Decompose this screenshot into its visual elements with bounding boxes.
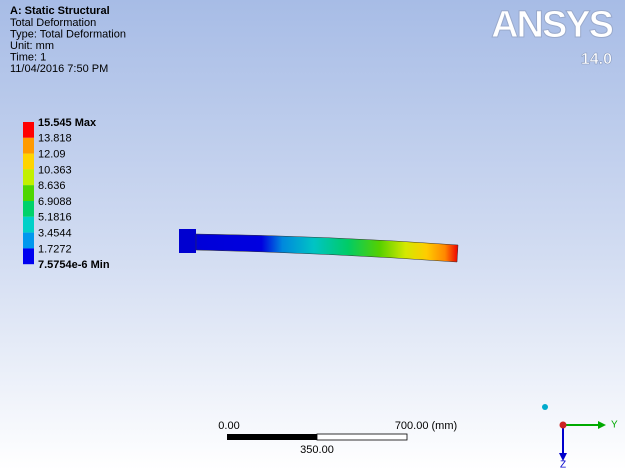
scale-left: 0.00	[218, 420, 239, 432]
legend-swatch	[23, 201, 34, 217]
scale-bar-black	[227, 434, 317, 440]
legend-swatch	[23, 217, 34, 233]
legend-swatch	[23, 154, 34, 170]
title: A: Static Structural	[10, 5, 110, 17]
legend-swatch	[23, 138, 34, 154]
legend-label: 3.4544	[38, 228, 72, 240]
legend-label: 6.9088	[38, 196, 72, 208]
legend-label: 12.09	[38, 149, 66, 161]
page: A: Static Structural Total DeformationTy…	[0, 0, 625, 475]
triad-y-label: Y	[611, 420, 618, 431]
header-line: Unit: mm	[10, 40, 54, 52]
header-line: Type: Total Deformation	[10, 28, 126, 40]
legend-label: 1.7272	[38, 243, 72, 255]
triad-z-label: Z	[560, 460, 566, 470]
legend-label: 15.545 Max	[38, 117, 97, 129]
triad-origin	[560, 422, 567, 429]
viewport: A: Static Structural Total DeformationTy…	[0, 0, 625, 470]
scale-bar-white	[317, 434, 407, 440]
legend-label: 7.5754e-6 Min	[38, 259, 110, 271]
scale-middle: 350.00	[300, 444, 334, 456]
triad-dot	[542, 404, 548, 410]
legend-label: 5.1816	[38, 212, 72, 224]
logo: ANSYS	[491, 4, 613, 46]
legend-swatch	[23, 122, 34, 138]
header-line: 11/04/2016 7:50 PM	[10, 63, 108, 75]
legend-swatch	[23, 169, 34, 185]
legend-label: 10.363	[38, 164, 72, 176]
version: 14.0	[581, 51, 612, 68]
beam-head	[179, 229, 196, 253]
legend-swatch	[23, 185, 34, 201]
header-line: Total Deformation	[10, 17, 96, 29]
scale-right: 700.00 (mm)	[395, 420, 457, 432]
legend-swatch	[23, 248, 34, 264]
legend-label: 8.636	[38, 180, 66, 192]
header-line: Time: 1	[10, 51, 46, 63]
legend-swatch	[23, 233, 34, 249]
legend-label: 13.818	[38, 133, 72, 145]
